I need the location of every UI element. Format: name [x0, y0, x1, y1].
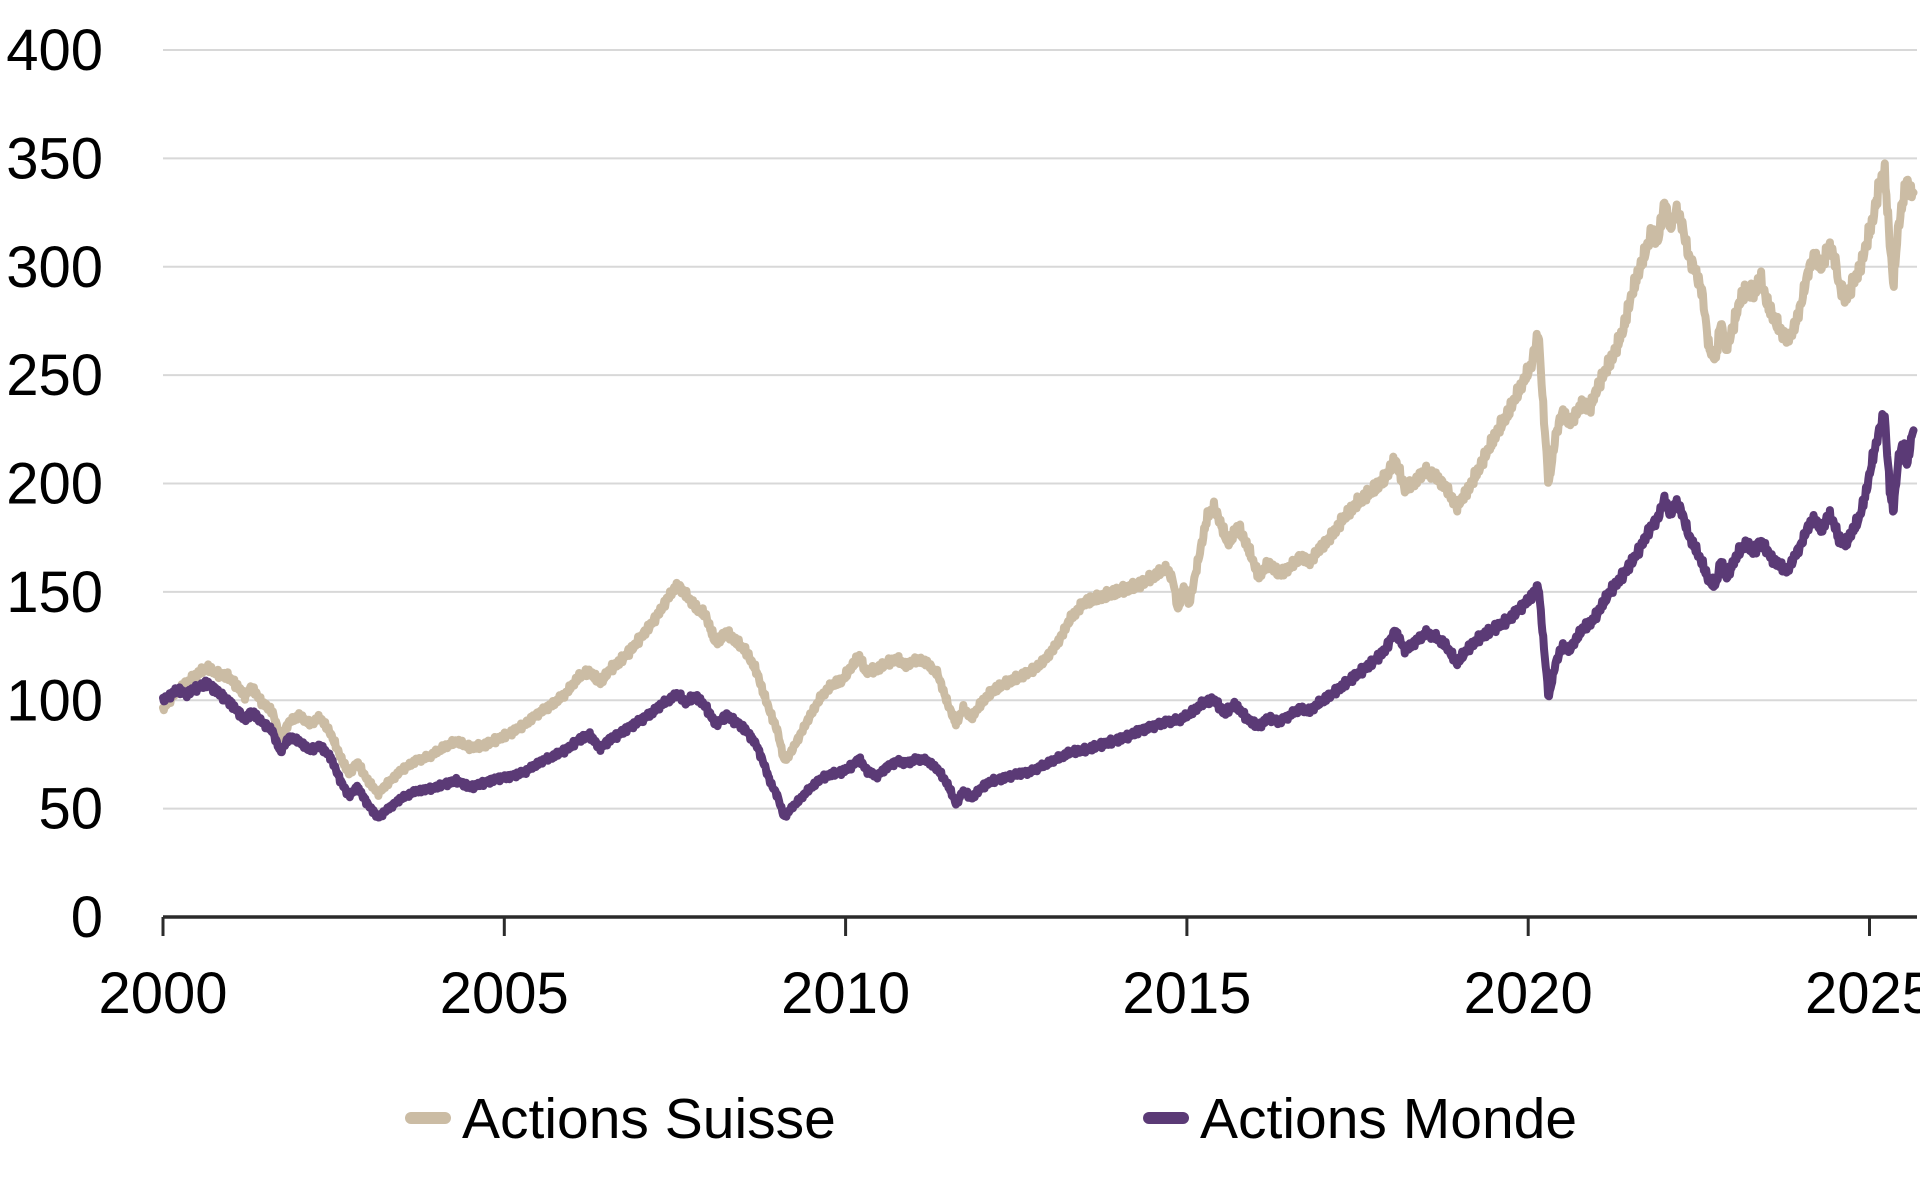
x-tick-label: 2000 [98, 961, 227, 1026]
x-tick-label: 2010 [781, 961, 910, 1026]
y-tick-label: 0 [71, 885, 103, 950]
legend-label: Actions Suisse [462, 1087, 836, 1151]
legend-label: Actions Monde [1200, 1087, 1577, 1151]
series-line-actions-suisse [159, 159, 1918, 800]
legend-swatch [1143, 1112, 1189, 1124]
y-tick-label: 50 [38, 777, 103, 842]
y-tick-label: 150 [6, 560, 103, 625]
y-tick-label: 100 [6, 668, 103, 733]
y-tick-label: 300 [6, 235, 103, 300]
y-tick-label: 400 [6, 18, 103, 83]
series-line-actions-monde [159, 410, 1918, 822]
y-tick-label: 200 [6, 452, 103, 517]
y-tick-label: 250 [6, 343, 103, 408]
x-tick-label: 2015 [1122, 961, 1251, 1026]
x-tick-label: 2005 [440, 961, 569, 1026]
legend-swatch [405, 1112, 451, 1124]
x-tick-label: 2020 [1464, 961, 1593, 1026]
x-tick-label: 2025 [1805, 961, 1920, 1026]
y-tick-label: 350 [6, 126, 103, 191]
